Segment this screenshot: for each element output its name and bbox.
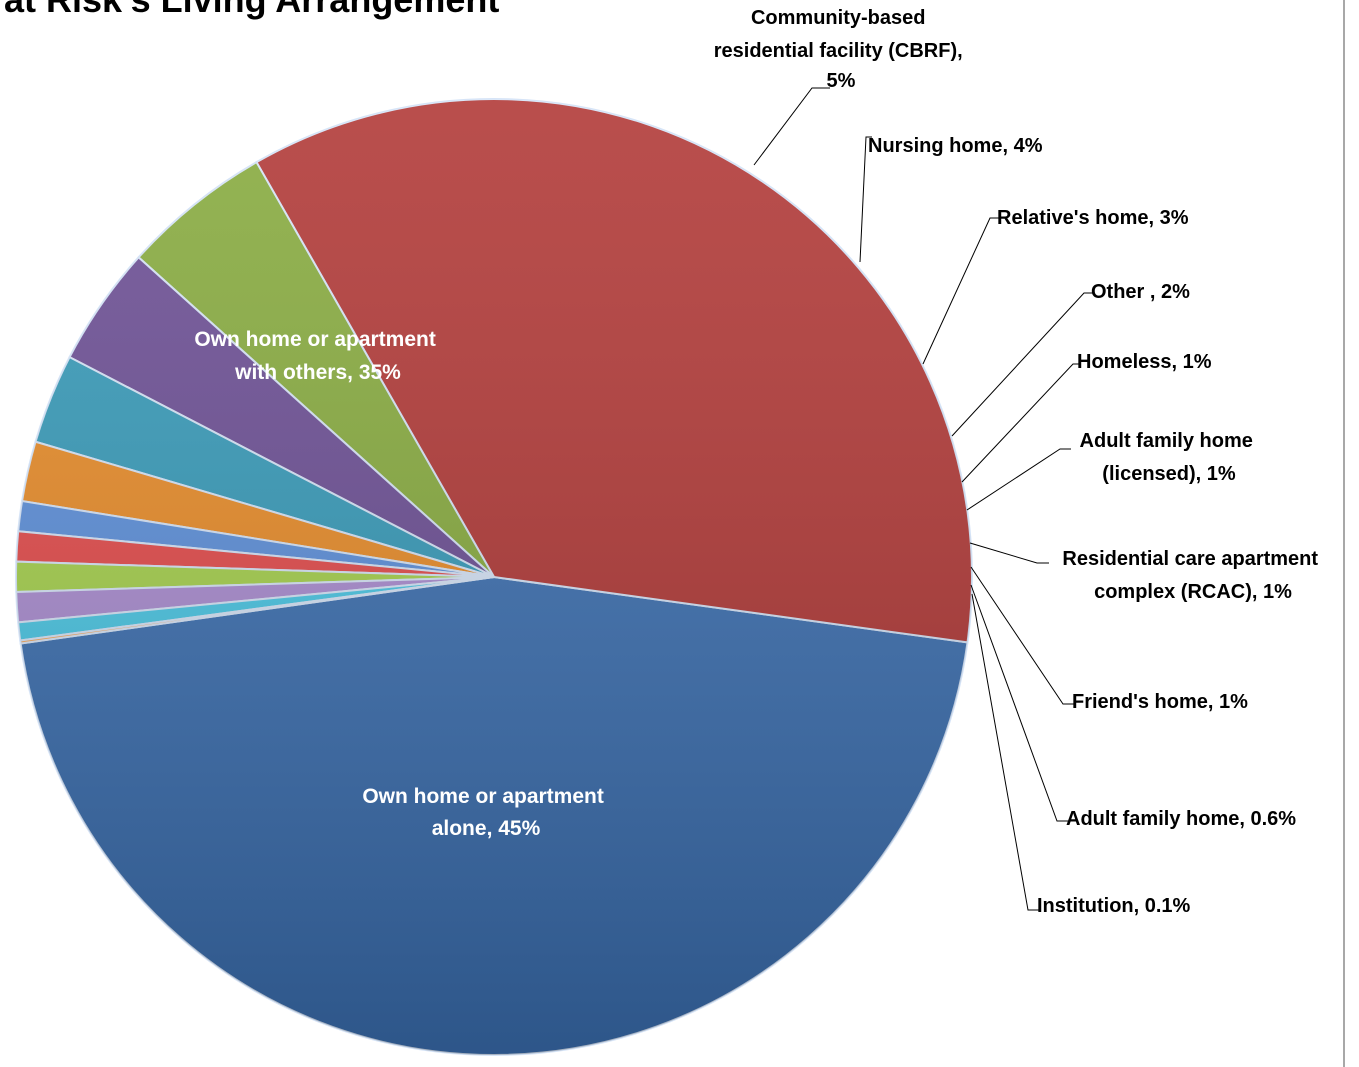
leader-afh (970, 584, 1069, 822)
slice-label-own-alone: Own home or apartment alone, 45% (362, 785, 609, 840)
slice-label-homeless: Homeless, 1% (1077, 351, 1212, 373)
slice-label-institution: Institution, 0.1% (1037, 895, 1191, 917)
leader-nursing (859, 136, 872, 263)
leader-rcac (969, 542, 1049, 564)
slice-label-afh-licensed: Adult family home (licensed), 1% (1080, 430, 1259, 485)
leader-afh-licensed (966, 448, 1071, 511)
slice-label-own-others: Own home or apartment with others, 35% (194, 328, 441, 384)
leader-relative (922, 217, 1000, 365)
chart-title: t at Risk's Living Arrangement (0, 0, 499, 20)
slice-label-nursing: Nursing home, 4% (868, 135, 1043, 157)
leader-other (951, 292, 1094, 437)
pie-slice-own-alone (19, 575, 969, 1056)
leader-institution (971, 593, 1040, 911)
slice-label-relative: Relative's home, 3% (997, 207, 1189, 229)
slice-label-friend: Friend's home, 1% (1072, 691, 1248, 713)
leader-lines (753, 87, 1094, 911)
slice-label-other: Other , 2% (1091, 281, 1190, 303)
leader-homeless (961, 363, 1080, 483)
slice-label-cbrf: Community-based residential facility (CB… (714, 7, 969, 92)
slice-label-rcac: Residential care apartment complex (RCAC… (1062, 548, 1323, 603)
pie-slices (15, 98, 973, 1056)
leader-friend (970, 566, 1075, 705)
slice-label-afh: Adult family home, 0.6% (1066, 808, 1296, 830)
leader-cbrf (753, 87, 830, 166)
